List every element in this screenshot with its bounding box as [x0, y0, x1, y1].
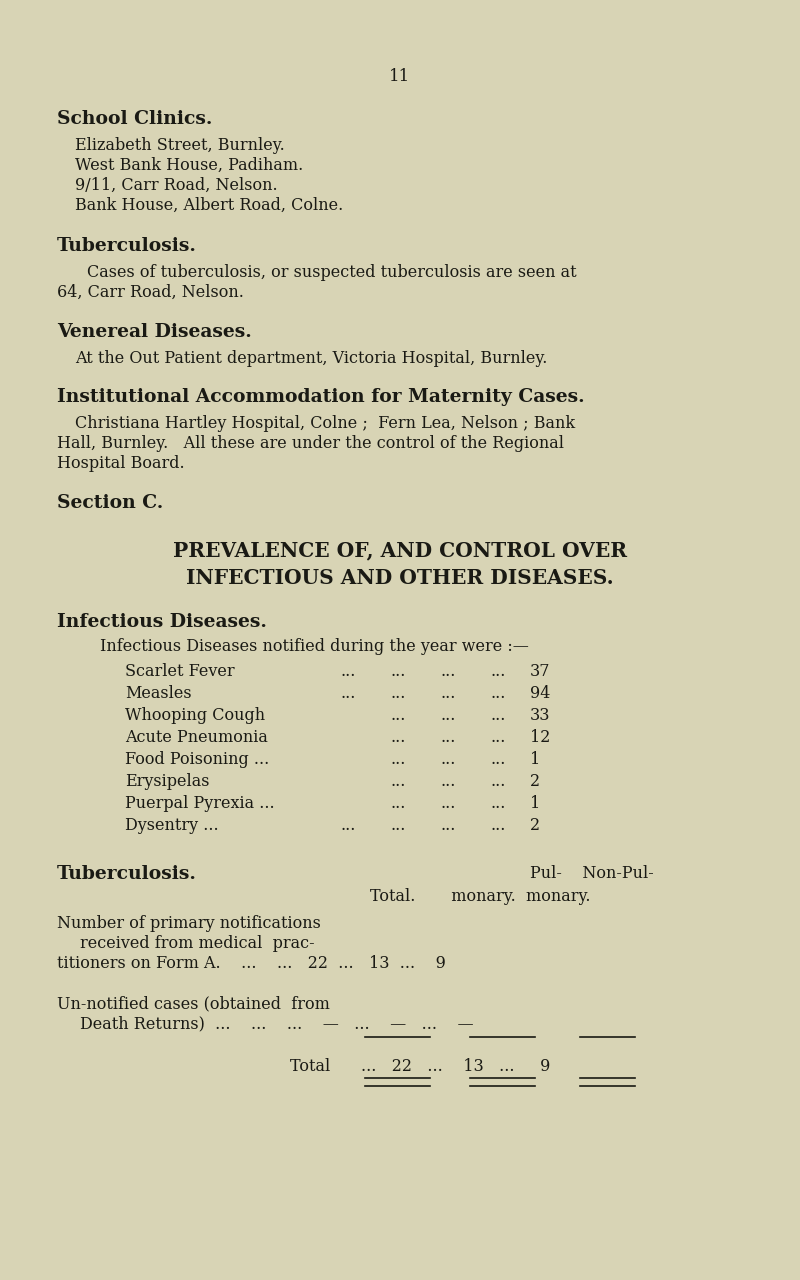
Text: ...: ...: [390, 730, 406, 746]
Text: Section C.: Section C.: [57, 494, 163, 512]
Text: Hall, Burnley.   All these are under the control of the Regional: Hall, Burnley. All these are under the c…: [57, 435, 564, 452]
Text: Dysentry ...: Dysentry ...: [125, 817, 218, 835]
Text: Pul-    Non-Pul-: Pul- Non-Pul-: [530, 865, 654, 882]
Text: 9/11, Carr Road, Nelson.: 9/11, Carr Road, Nelson.: [75, 177, 278, 195]
Text: Bank House, Albert Road, Colne.: Bank House, Albert Road, Colne.: [75, 197, 343, 214]
Text: INFECTIOUS AND OTHER DISEASES.: INFECTIOUS AND OTHER DISEASES.: [186, 568, 614, 588]
Text: ...: ...: [440, 730, 455, 746]
Text: ...: ...: [440, 773, 455, 790]
Text: 2: 2: [530, 817, 540, 835]
Text: Hospital Board.: Hospital Board.: [57, 454, 185, 472]
Text: 37: 37: [530, 663, 550, 680]
Text: 11: 11: [390, 68, 410, 84]
Text: Infectious Diseases.: Infectious Diseases.: [57, 613, 267, 631]
Text: Scarlet Fever: Scarlet Fever: [125, 663, 234, 680]
Text: Venereal Diseases.: Venereal Diseases.: [57, 323, 252, 340]
Text: ...: ...: [490, 730, 506, 746]
Text: ...: ...: [490, 707, 506, 724]
Text: ...: ...: [440, 663, 455, 680]
Text: ...: ...: [390, 663, 406, 680]
Text: titioners on Form A.    ...    ...   22  ...   13  ...    9: titioners on Form A. ... ... 22 ... 13 .…: [57, 955, 446, 972]
Text: ...: ...: [440, 707, 455, 724]
Text: Measles: Measles: [125, 685, 192, 701]
Text: ...: ...: [440, 817, 455, 835]
Text: Erysipelas: Erysipelas: [125, 773, 210, 790]
Text: ...: ...: [340, 817, 355, 835]
Text: ...: ...: [490, 663, 506, 680]
Text: PREVALENCE OF, AND CONTROL OVER: PREVALENCE OF, AND CONTROL OVER: [173, 540, 627, 561]
Text: 33: 33: [530, 707, 550, 724]
Text: ...: ...: [390, 817, 406, 835]
Text: ...: ...: [440, 685, 455, 701]
Text: ...: ...: [490, 773, 506, 790]
Text: Tuberculosis.: Tuberculosis.: [57, 237, 197, 255]
Text: 94: 94: [530, 685, 550, 701]
Text: West Bank House, Padiham.: West Bank House, Padiham.: [75, 157, 303, 174]
Text: ...: ...: [490, 751, 506, 768]
Text: ...: ...: [440, 795, 455, 812]
Text: ...: ...: [490, 817, 506, 835]
Text: Tuberculosis.: Tuberculosis.: [57, 865, 197, 883]
Text: Christiana Hartley Hospital, Colne ;  Fern Lea, Nelson ; Bank: Christiana Hartley Hospital, Colne ; Fer…: [75, 415, 575, 431]
Text: Cases of tuberculosis, or suspected tuberculosis are seen at: Cases of tuberculosis, or suspected tube…: [87, 264, 577, 282]
Text: received from medical  prac-: received from medical prac-: [80, 934, 314, 952]
Text: ...: ...: [390, 773, 406, 790]
Text: 1: 1: [530, 795, 540, 812]
Text: ...: ...: [390, 707, 406, 724]
Text: 2: 2: [530, 773, 540, 790]
Text: Whooping Cough: Whooping Cough: [125, 707, 265, 724]
Text: ...: ...: [490, 795, 506, 812]
Text: Death Returns)  ...    ...    ...    —   ...    —   ...    —: Death Returns) ... ... ... — ... — ... —: [80, 1015, 474, 1032]
Text: ...: ...: [390, 795, 406, 812]
Text: 64, Carr Road, Nelson.: 64, Carr Road, Nelson.: [57, 284, 244, 301]
Text: ...: ...: [340, 663, 355, 680]
Text: At the Out Patient department, Victoria Hospital, Burnley.: At the Out Patient department, Victoria …: [75, 349, 547, 367]
Text: 12: 12: [530, 730, 550, 746]
Text: ...: ...: [490, 685, 506, 701]
Text: 1: 1: [530, 751, 540, 768]
Text: Institutional Accommodation for Maternity Cases.: Institutional Accommodation for Maternit…: [57, 388, 585, 406]
Text: Puerpal Pyrexia ...: Puerpal Pyrexia ...: [125, 795, 274, 812]
Text: ...: ...: [390, 751, 406, 768]
Text: Un-notified cases (obtained  from: Un-notified cases (obtained from: [57, 995, 330, 1012]
Text: Infectious Diseases notified during the year were :—: Infectious Diseases notified during the …: [100, 637, 529, 655]
Text: Number of primary notifications: Number of primary notifications: [57, 915, 321, 932]
Text: ...: ...: [340, 685, 355, 701]
Text: Total.       monary.  monary.: Total. monary. monary.: [370, 888, 590, 905]
Text: ...: ...: [390, 685, 406, 701]
Text: Elizabeth Street, Burnley.: Elizabeth Street, Burnley.: [75, 137, 285, 154]
Text: ...: ...: [440, 751, 455, 768]
Text: School Clinics.: School Clinics.: [57, 110, 212, 128]
Text: Total      ...   22   ...    13   ...     9: Total ... 22 ... 13 ... 9: [290, 1059, 550, 1075]
Text: Acute Pneumonia: Acute Pneumonia: [125, 730, 268, 746]
Text: Food Poisoning ...: Food Poisoning ...: [125, 751, 270, 768]
